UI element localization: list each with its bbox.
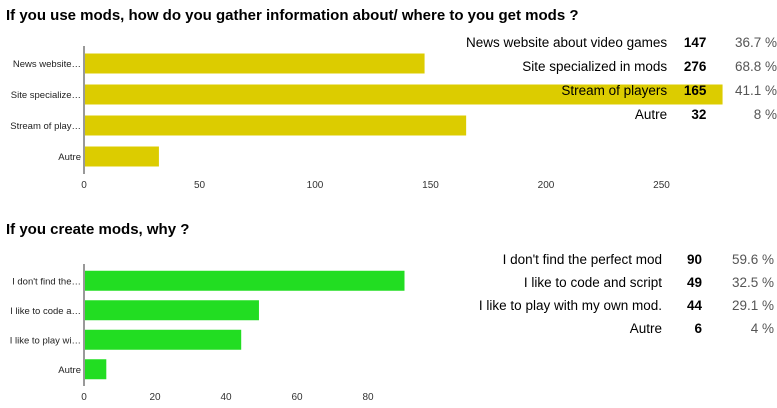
x-tick-label: 200 [538, 180, 555, 191]
question-section-create-why: If you create mods, why ? 0 20 40 60 80 I don… [0, 212, 777, 408]
bar [85, 359, 107, 380]
question-section-gather-info: If you use mods, how do you gather infor… [6, 7, 777, 191]
bar [85, 300, 259, 321]
summary-label: News website about video games [466, 34, 668, 50]
summary-row: I don't find the perfect mod 90 59.6 % [466, 248, 774, 271]
summary-row: Autre 32 8 % [466, 102, 777, 126]
category-label: Stream of play… [10, 121, 81, 132]
summary-row: I like to code and script 49 32.5 % [466, 271, 774, 294]
summary-row: Site specialized in mods 276 68.8 % [466, 54, 777, 78]
summary-row: Stream of players 165 41.1 % [466, 78, 777, 102]
summary-count: 147 [683, 34, 707, 50]
summary-label: I like to code and script [523, 275, 662, 290]
x-tick-label: 0 [81, 180, 87, 191]
x-tick-label: 150 [422, 180, 439, 191]
category-label: Autre [58, 152, 81, 163]
summary-percent: 29.1 % [731, 298, 774, 313]
category-label: Autre [58, 365, 81, 376]
summary-count: 44 [686, 298, 702, 313]
summary-table: News website about video games 147 36.7 … [466, 30, 777, 126]
summary-table: I don't find the perfect mod 90 59.6 % I… [466, 248, 774, 340]
x-tick-label: 50 [194, 180, 206, 191]
category-label: I like to code a… [10, 306, 81, 317]
x-tick-label: 20 [149, 392, 161, 403]
bar [85, 270, 405, 291]
summary-count: 165 [683, 82, 707, 98]
summary-percent: 4 % [750, 321, 774, 336]
summary-percent: 32.5 % [731, 275, 774, 290]
bar [85, 115, 467, 136]
summary-label: Site specialized in mods [522, 58, 668, 74]
summary-row: Autre 6 4 % [466, 317, 774, 340]
question-title: If you create mods, why ? [6, 221, 190, 238]
summary-count: 276 [683, 58, 707, 74]
x-tick-label: 0 [81, 392, 87, 403]
bar [85, 329, 242, 350]
category-label: Site specialize… [11, 90, 81, 101]
summary-label: Autre [629, 321, 662, 336]
bar-chart-create-why: 0 20 40 60 80 I don't find the… I like to code… [10, 264, 405, 403]
question-title: If you use mods, how do you gather infor… [6, 7, 579, 24]
summary-label: I don't find the perfect mod [502, 252, 662, 267]
bar [85, 53, 425, 74]
summary-percent: 59.6 % [731, 252, 774, 267]
bar [85, 84, 723, 105]
summary-count: 32 [691, 106, 707, 122]
summary-label: Stream of players [561, 82, 668, 98]
summary-count: 90 [686, 252, 702, 267]
summary-row: I like to play with my own mod. 44 29.1 … [466, 294, 774, 317]
summary-percent: 41.1 % [734, 82, 777, 98]
summary-count: 49 [686, 275, 702, 290]
x-tick-label: 40 [220, 392, 232, 403]
summary-label: Autre [634, 106, 668, 122]
x-tick-label: 80 [362, 392, 374, 403]
x-tick-label: 100 [307, 180, 324, 191]
x-tick-label: 250 [653, 180, 670, 191]
category-label: I like to play wi… [10, 335, 81, 346]
summary-percent: 68.8 % [734, 58, 777, 74]
x-tick-label: 60 [291, 392, 303, 403]
bar [85, 146, 159, 167]
category-label: I don't find the… [12, 276, 81, 287]
category-label: News website… [13, 59, 81, 70]
summary-count: 6 [694, 321, 702, 336]
summary-percent: 8 % [753, 106, 777, 122]
summary-percent: 36.7 % [734, 34, 777, 50]
summary-label: I like to play with my own mod. [478, 298, 662, 313]
bar-chart-gather-info: 0 50 100 150 200 250 News website… Site special… [10, 46, 723, 191]
summary-row: News website about video games 147 36.7 … [466, 30, 777, 54]
